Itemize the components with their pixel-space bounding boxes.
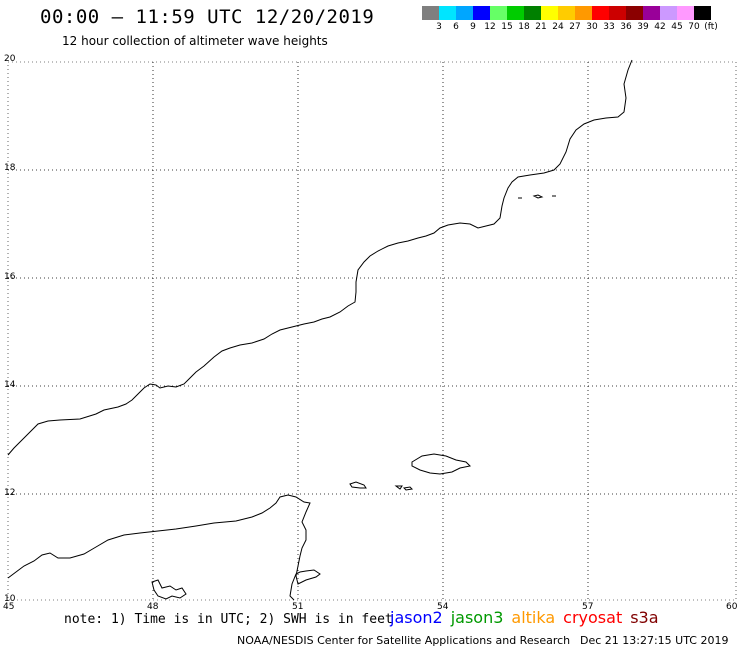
colorbar-label: 12 [484, 22, 496, 32]
satellite-s3a: s3a [630, 608, 659, 627]
lat-label-18: 18 [4, 163, 16, 173]
island-west-1 [349, 481, 367, 489]
lon-label-51: 51 [292, 602, 304, 612]
colorbar-swatch [473, 6, 490, 20]
kuria-muria-islands [518, 194, 556, 199]
generated-timestamp: Dec 21 13:27:15 UTC 2019 [580, 634, 729, 647]
colorbar-label: 21 [535, 22, 547, 32]
lon-label-48: 48 [147, 602, 159, 612]
lat-label-20: 20 [4, 54, 16, 64]
colorbar-label: 27 [569, 22, 581, 32]
map-subtitle: 12 hour collection of altimeter wave hei… [62, 34, 328, 48]
coastline-fragment-south [151, 579, 187, 600]
colorbar-label: 39 [637, 22, 649, 32]
lon-label-54: 54 [437, 602, 449, 612]
colorbar-label: 36 [620, 22, 632, 32]
colorbar-swatch [422, 6, 439, 20]
satellite-altika: altika [511, 608, 556, 627]
credit-line: NOAA/NESDIS Center for Satellite Applica… [237, 634, 571, 647]
grid-lines [8, 62, 736, 600]
socotra-island [411, 453, 472, 475]
colorbar-swatch [694, 6, 711, 20]
lon-label-57: 57 [582, 602, 594, 612]
colorbar-swatch [609, 6, 626, 20]
colorbar-swatch [643, 6, 660, 20]
arabian-coastline [7, 59, 633, 456]
island-west-2 [394, 485, 403, 490]
island-west-3 [402, 486, 414, 491]
map-frame [7, 61, 737, 601]
colorbar-label: 6 [453, 22, 459, 32]
colorbar-swatch [490, 6, 507, 20]
colorbar-label: 70 [688, 22, 700, 32]
satellite-jason3: jason3 [450, 608, 504, 627]
colorbar-swatch [507, 6, 524, 20]
satellite-cryosat: cryosat [563, 608, 623, 627]
horn-of-africa-coastline [7, 494, 321, 601]
colorbar-swatch [456, 6, 473, 20]
coastlines [7, 59, 633, 601]
lat-label-10: 10 [4, 594, 16, 604]
satellite-jason2: jason2 [390, 608, 443, 627]
colorbar-label: 18 [518, 22, 530, 32]
lat-label-12: 12 [4, 488, 16, 498]
colorbar-labels: 3 6 9 12 15 18 21 24 27 30 33 36 39 42 45 70 (ft) [422, 22, 740, 34]
colorbar-label: 3 [436, 22, 442, 32]
colorbar-label: 30 [586, 22, 598, 32]
lat-label-16: 16 [4, 272, 16, 282]
colorbar-label: (ft) [704, 22, 718, 32]
colorbar-label: 15 [501, 22, 513, 32]
lon-label-60: 60 [726, 602, 738, 612]
colorbar-swatch [660, 6, 677, 20]
lat-label-14: 14 [4, 380, 16, 390]
colorbar-swatch [541, 6, 558, 20]
colorbar-swatch [677, 6, 694, 20]
colorbar-swatch [524, 6, 541, 20]
colorbar-swatch [626, 6, 643, 20]
colorbar-label: 24 [552, 22, 564, 32]
colorbar-swatch [592, 6, 609, 20]
colorbar-swatch [558, 6, 575, 20]
wave-height-colorbar [422, 6, 711, 20]
satellite-legend: jason2 jason3 altika cryosat s3a [390, 608, 667, 627]
colorbar-swatch [575, 6, 592, 20]
footer-note: note: 1) Time is in UTC; 2) SWH is in fe… [64, 612, 393, 627]
colorbar-label: 33 [603, 22, 615, 32]
map-title: 00:00 – 11:59 UTC 12/20/2019 [40, 6, 375, 28]
colorbar-label: 9 [470, 22, 476, 32]
colorbar-label: 45 [671, 22, 683, 32]
colorbar-label: 42 [654, 22, 666, 32]
colorbar-swatch [439, 6, 456, 20]
lon-label-45: 45 [3, 602, 15, 612]
